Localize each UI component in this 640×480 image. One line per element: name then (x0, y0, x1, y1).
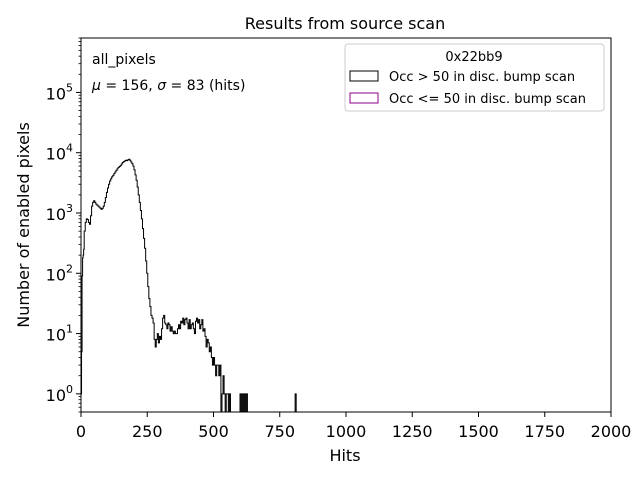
legend-box (344, 43, 605, 112)
legend-swatch-0 (349, 70, 379, 82)
y-tick-label-1: 101 (46, 323, 73, 345)
y-tick-label-3: 103 (46, 202, 73, 224)
legend-entry-1: Occ <= 50 in disc. bump scan (389, 92, 586, 107)
x-tick-label-5: 1250 (392, 422, 433, 441)
x-axis-label: Hits (329, 446, 360, 465)
histogram-series-0 (81, 158, 297, 412)
legend-swatch-1 (349, 92, 379, 104)
y-tick-label-0: 100 (46, 383, 73, 405)
x-tick-label-1: 250 (132, 422, 163, 441)
x-axis: 0 250 500 750 1000 1250 1500 1750 2000 (76, 412, 631, 441)
x-tick-label-3: 750 (264, 422, 295, 441)
x-tick-label-0: 0 (76, 422, 86, 441)
y-tick-label-2: 102 (46, 262, 73, 284)
y-tick-label-4: 104 (46, 142, 73, 164)
chart-title: Results from source scan (245, 14, 445, 33)
x-tick-label-7: 1750 (524, 422, 565, 441)
x-tick-label-6: 1500 (458, 422, 499, 441)
annotation-label: all_pixels (92, 52, 156, 68)
annotation-stats: μ = 156, σ = 83 (hits) (91, 78, 245, 94)
legend-entry-0: Occ > 50 in disc. bump scan (389, 70, 575, 85)
x-tick-label-4: 1000 (326, 422, 367, 441)
sigma-value: = 83 (hits) (166, 78, 245, 94)
mu-value: = 156, (101, 78, 157, 94)
sigma-symbol: σ (157, 78, 167, 94)
x-tick-label-2: 500 (198, 422, 229, 441)
legend: 0x22bb9 Occ > 50 in disc. bump scan Occ … (344, 43, 605, 112)
x-tick-label-8: 2000 (591, 422, 632, 441)
y-axis-label: Number of enabled pixels (14, 122, 33, 328)
series-layer (81, 158, 297, 412)
y-tick-label-5: 105 (46, 81, 73, 103)
legend-title: 0x22bb9 (445, 50, 502, 65)
mu-symbol: μ (91, 78, 101, 94)
y-axis: 100 101 102 103 104 105 (46, 37, 81, 413)
